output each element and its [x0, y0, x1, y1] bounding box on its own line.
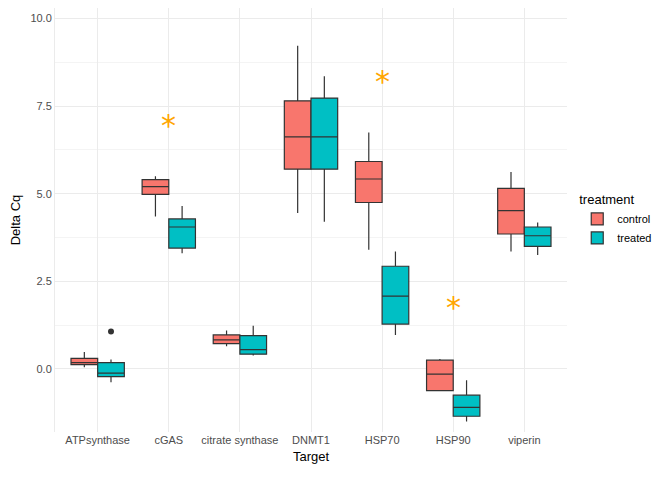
svg-text:2.5: 2.5 — [37, 275, 52, 287]
svg-text:*: * — [161, 108, 176, 143]
svg-text:viperin: viperin — [508, 434, 540, 446]
svg-text:7.5: 7.5 — [37, 100, 52, 112]
svg-text:ATPsynthase: ATPsynthase — [65, 434, 130, 446]
svg-text:*: * — [375, 64, 390, 99]
svg-text:10.0: 10.0 — [30, 12, 51, 24]
svg-text:DNMT1: DNMT1 — [292, 434, 330, 446]
svg-text:*: * — [446, 290, 461, 325]
svg-text:HSP90: HSP90 — [436, 434, 471, 446]
svg-text:control: control — [617, 213, 650, 225]
svg-text:cGAS: cGAS — [154, 434, 183, 446]
svg-text:treatment: treatment — [579, 192, 634, 207]
svg-text:5.0: 5.0 — [37, 188, 52, 200]
svg-text:treated: treated — [617, 232, 651, 244]
svg-text:citrate synthase: citrate synthase — [201, 434, 278, 446]
svg-text:Target: Target — [293, 449, 330, 464]
svg-text:Delta Cq: Delta Cq — [8, 195, 23, 246]
svg-text:0.0: 0.0 — [37, 363, 52, 375]
svg-text:HSP70: HSP70 — [365, 434, 400, 446]
